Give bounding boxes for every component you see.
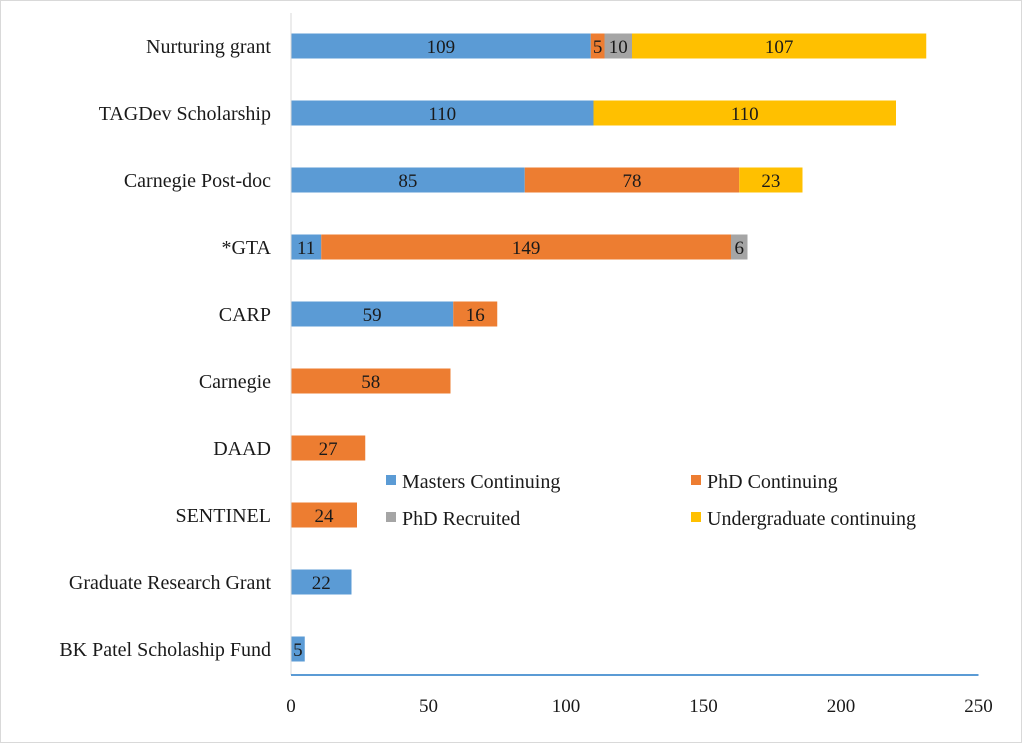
category-label-gta: *GTA <box>221 237 271 259</box>
category-label-tagdev-scholarship: TAGDev Scholarship <box>99 103 271 125</box>
category-label-nurturing-grant: Nurturing grant <box>146 36 271 58</box>
bar-carnegie-post-doc-undergraduate-continuing <box>739 167 803 193</box>
legend-label-undergraduate-continuing: Undergraduate continuing <box>707 508 916 530</box>
bar-carp-masters-continuing <box>291 301 454 327</box>
bar-gta-phd-recruited <box>731 234 748 260</box>
legend: Masters Continuing PhD Continuing PhD Recr… <box>386 471 916 530</box>
bar-carnegie-post-doc-phd-continuing <box>524 167 740 193</box>
bar-value-label-nurturing-grant-phd-continuing: 5 <box>593 37 603 58</box>
bar-value-label-bk-patel-scholaship-fund-masters-continuing: 5 <box>293 640 303 661</box>
bar-value-label-gta-phd-recruited: 6 <box>735 238 745 259</box>
bar-value-label-carnegie-post-doc-phd-continuing: 78 <box>623 171 642 192</box>
bar-graduate-research-grant-masters-continuing <box>291 569 352 595</box>
bars-layer: 109 5 10 107 110 110 85 78 23 11 149 6 59 16 58 27 24 22 5 <box>291 33 927 662</box>
bar-value-label-nurturing-grant-undergraduate-continuing: 107 <box>765 37 794 58</box>
bar-value-label-daad-phd-continuing: 27 <box>319 439 338 460</box>
bar-value-label-sentinel-phd-continuing: 24 <box>315 506 335 527</box>
category-labels: Nurturing grant TAGDev Scholarship Carnegi… <box>59 36 271 661</box>
legend-swatch-masters-continuing <box>386 475 396 485</box>
bar-carp-phd-continuing <box>453 301 498 327</box>
bar-value-label-nurturing-grant-phd-recruited: 10 <box>609 37 628 58</box>
bar-value-label-carp-phd-continuing: 16 <box>466 305 485 326</box>
bar-gta-masters-continuing <box>291 234 322 260</box>
bar-value-label-carp-masters-continuing: 59 <box>363 305 382 326</box>
x-tick-label-200: 200 <box>827 696 856 717</box>
bar-carnegie-phd-continuing <box>291 368 451 394</box>
bar-value-label-gta-masters-continuing: 11 <box>297 238 315 259</box>
legend-swatch-undergraduate-continuing <box>691 512 701 522</box>
bar-tagdev-scholarship-masters-continuing <box>291 100 594 126</box>
bar-nurturing-grant-phd-recruited <box>604 33 632 59</box>
x-tick-label-50: 50 <box>419 696 438 717</box>
bar-carnegie-post-doc-masters-continuing <box>291 167 525 193</box>
bar-gta-phd-continuing <box>321 234 731 260</box>
x-tick-label-100: 100 <box>552 696 581 717</box>
bar-value-label-carnegie-post-doc-undergraduate-continuing: 23 <box>761 171 780 192</box>
bar-bk-patel-scholaship-fund-masters-continuing <box>291 636 305 662</box>
category-label-carnegie-post-doc: Carnegie Post-doc <box>124 170 271 192</box>
category-label-carp: CARP <box>219 304 271 326</box>
x-axis: 0 50 100 150 200 250 <box>286 13 993 717</box>
bar-nurturing-grant-masters-continuing <box>291 33 591 59</box>
category-label-graduate-research-grant: Graduate Research Grant <box>69 572 272 594</box>
category-label-bk-patel-scholaship-fund: BK Patel Scholaship Fund <box>59 639 271 661</box>
bar-value-label-carnegie-phd-continuing: 58 <box>361 372 380 393</box>
legend-swatch-phd-recruited <box>386 512 396 522</box>
category-label-daad: DAAD <box>213 438 271 460</box>
bar-value-label-graduate-research-grant-masters-continuing: 22 <box>312 573 331 594</box>
bar-value-label-tagdev-scholarship-undergraduate-continuing: 110 <box>731 104 759 125</box>
bar-value-label-carnegie-post-doc-masters-continuing: 85 <box>398 171 417 192</box>
x-tick-label-0: 0 <box>286 696 296 717</box>
legend-label-phd-continuing: PhD Continuing <box>707 471 838 493</box>
bar-value-label-tagdev-scholarship-masters-continuing: 110 <box>428 104 456 125</box>
bar-nurturing-grant-undergraduate-continuing <box>632 33 927 59</box>
legend-label-masters-continuing: Masters Continuing <box>402 471 560 493</box>
bar-value-label-nurturing-grant-masters-continuing: 109 <box>427 37 456 58</box>
x-tick-label-150: 150 <box>689 696 718 717</box>
legend-label-phd-recruited: PhD Recruited <box>402 508 520 530</box>
bar-nurturing-grant-phd-continuing <box>590 33 605 59</box>
category-label-carnegie: Carnegie <box>199 371 271 393</box>
category-label-sentinel: SENTINEL <box>175 505 271 527</box>
bar-sentinel-phd-continuing <box>291 502 357 528</box>
x-tick-label-250: 250 <box>964 696 993 717</box>
bar-daad-phd-continuing <box>291 435 366 461</box>
bar-tagdev-scholarship-undergraduate-continuing <box>593 100 896 126</box>
bar-value-label-gta-phd-continuing: 149 <box>512 238 541 259</box>
legend-swatch-phd-continuing <box>691 475 701 485</box>
